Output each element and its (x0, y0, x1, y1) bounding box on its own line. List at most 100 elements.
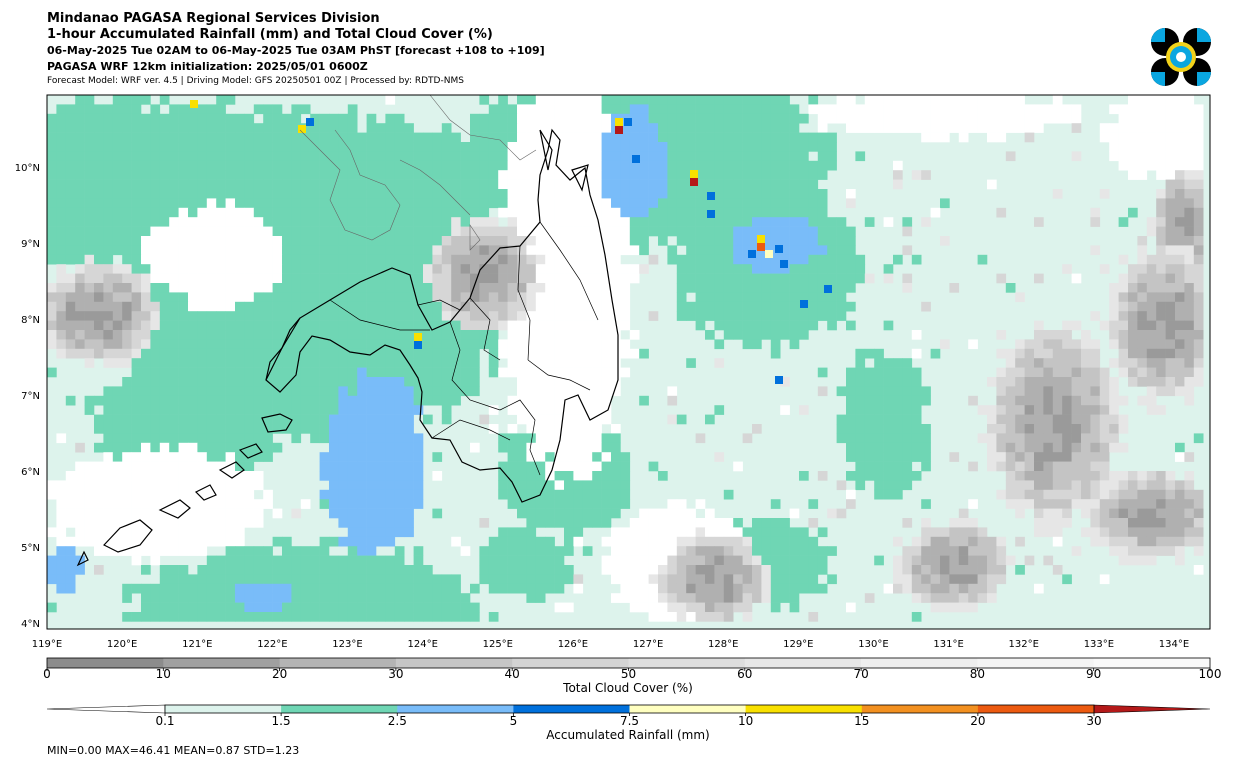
grid-cell (526, 536, 537, 547)
grid-cell (620, 320, 631, 331)
grid-cell (752, 160, 762, 171)
grid-cell (517, 583, 527, 594)
grid-cell (620, 339, 631, 350)
grid-cell (817, 565, 828, 575)
grid-cell (112, 189, 123, 199)
grid-cell (1071, 386, 1082, 397)
grid-cell (827, 236, 837, 246)
grid-cell (423, 301, 433, 312)
basilan-island (261, 413, 293, 433)
grid-cell (479, 339, 490, 350)
grid-cell (319, 311, 330, 321)
grid-cell (150, 489, 161, 500)
grid-cell (347, 292, 358, 303)
grid-cell (1193, 236, 1204, 246)
grid-cell (723, 151, 734, 162)
grid-cell (1062, 395, 1072, 406)
grid-cell (836, 508, 847, 519)
grid-cell (112, 264, 123, 274)
grid-cell (56, 489, 67, 500)
grid-cell (451, 377, 461, 387)
grid-cell (911, 254, 922, 265)
grid-cell (507, 160, 518, 171)
grid-cell (188, 189, 198, 199)
grid-cell (1109, 508, 1119, 519)
grid-cell (648, 189, 659, 199)
grid-cell (592, 170, 602, 180)
grid-cell (94, 113, 104, 124)
grid-cell (601, 311, 612, 321)
grid-cell (150, 142, 161, 152)
grid-cell (1193, 433, 1204, 444)
grid-cell (47, 207, 57, 218)
grid-cell (658, 151, 668, 162)
grid-cell (216, 461, 226, 472)
grid-cell (112, 123, 123, 133)
grid-cell (206, 612, 217, 622)
grid-cell (808, 254, 819, 265)
grid-cell (216, 358, 226, 368)
grid-cell (827, 151, 837, 162)
grid-cell (535, 442, 546, 453)
grid-cell (441, 574, 452, 585)
grid-cell (413, 583, 424, 594)
grid-cell (987, 452, 997, 462)
grid-cell (629, 518, 640, 528)
grid-cell (413, 442, 424, 453)
grid-cell (883, 273, 894, 284)
grid-cell (554, 489, 565, 500)
grid-cell (197, 254, 208, 265)
grid-cell (347, 377, 358, 387)
grid-cell (451, 367, 461, 378)
grid-cell (498, 245, 508, 256)
grid-cell (244, 395, 255, 406)
grid-cell (686, 273, 696, 284)
grid-cell (169, 217, 179, 227)
grid-cell (789, 602, 800, 613)
grid-cell (1034, 452, 1044, 462)
grid-cell (695, 565, 706, 575)
grid-cell (1081, 339, 1091, 350)
grid-cell (235, 339, 245, 350)
grid-cell (958, 574, 969, 585)
grid-cell (206, 245, 217, 256)
grid-cell (629, 226, 640, 237)
grid-cell (460, 292, 471, 303)
grid-cell (488, 283, 499, 293)
grid-cell (498, 489, 508, 500)
grid-cell (244, 433, 255, 444)
grid-cell (423, 339, 433, 350)
grid-cell (987, 424, 997, 434)
grid-cell (968, 518, 978, 528)
grid-cell (291, 358, 302, 368)
grid-cell (667, 151, 678, 162)
grid-cell (282, 348, 292, 359)
grid-cell (94, 311, 104, 321)
grid-cell (1005, 283, 1016, 293)
grid-cell (159, 583, 170, 594)
grid-cell (535, 236, 546, 246)
grid-cell (752, 264, 762, 274)
grid-cell (958, 527, 969, 538)
grid-cell (404, 480, 414, 491)
grid-cell (592, 311, 602, 321)
grid-cell (770, 104, 781, 115)
grid-cell (667, 602, 678, 613)
grid-cell (526, 499, 537, 509)
grid-cell (206, 574, 217, 585)
grid-cell (921, 170, 931, 180)
grid-cell (940, 565, 950, 575)
grid-cell (216, 442, 226, 453)
grid-cell (752, 254, 762, 265)
grid-cell (291, 123, 302, 133)
grid-cell (178, 593, 189, 603)
grid-cell (56, 499, 67, 509)
grid-cell (949, 518, 960, 528)
grid-cell (75, 527, 85, 538)
grid-cell (272, 574, 283, 585)
grid-cell (808, 574, 819, 585)
grid-cell (761, 207, 772, 218)
grid-cell (742, 151, 753, 162)
grid-cell (394, 179, 405, 190)
grid-cell (103, 461, 114, 472)
